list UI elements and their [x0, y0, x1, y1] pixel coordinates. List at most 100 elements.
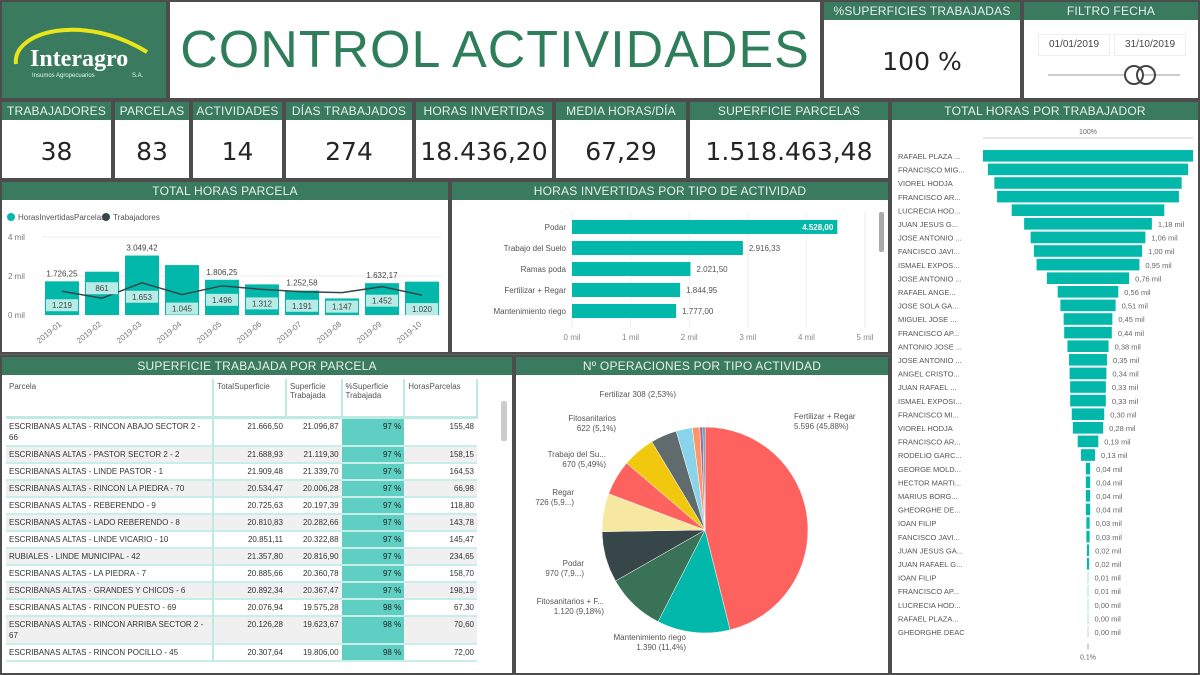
line-label-bg: [86, 282, 118, 295]
table-row[interactable]: RUBIALES - LINDE MUNICIPAL - 42 21.357,80…: [6, 547, 477, 565]
funnel-data-label: 0,33 mil: [1112, 383, 1139, 392]
funnel-bar: [1070, 381, 1106, 393]
worker-name: ANGEL CRISTO...: [898, 370, 960, 379]
worker-name: JOSE ANTONIO ...: [898, 356, 962, 365]
worker-name: FRANCISCO MI...: [898, 410, 959, 419]
table-cell: 158,70: [449, 568, 474, 578]
chart-title: TOTAL HORAS PARCELA: [2, 182, 448, 200]
table-cell: 145,47: [449, 534, 474, 544]
worker-name: HECTOR MARTI...: [898, 478, 961, 487]
operaciones-pie-panel: Nº OPERACIONES POR TIPO ACTIVIDAD Fertil…: [514, 355, 890, 675]
date-filter-label: FILTRO FECHA: [1024, 2, 1198, 20]
x-tick-label: 2019-02: [75, 319, 104, 345]
table-cell: 66,98: [404, 479, 477, 497]
legend-label: HorasInvertidasParcelas: [18, 213, 105, 222]
logo-suffix: S.A.: [132, 73, 144, 79]
chart-scrollbar[interactable]: [879, 212, 884, 252]
legend-marker-horas: [7, 213, 15, 221]
y-tick-label: 2 mil: [8, 272, 25, 281]
bar: [125, 255, 159, 315]
kpi-value: 38: [40, 136, 73, 166]
logo-swoosh-icon: [13, 27, 149, 65]
worker-name: GEORGE MOLD...: [898, 465, 961, 474]
table-cell: 20.534,47: [213, 479, 286, 497]
funnel-chart-svg: 100% RAFAEL PLAZA ... FRANCISCO MIG... VIOR…: [898, 129, 1193, 662]
table-cell: 97 %: [341, 445, 405, 463]
horas-por-actividad-chart: HORAS INVERTIDAS POR TIPO DE ACTIVIDAD 0…: [450, 180, 890, 354]
table-row[interactable]: ESCRIBANAS ALTAS - RINCON PUESTO - 69 20.…: [6, 598, 477, 616]
funnel-bar: [1086, 530, 1090, 543]
kpi-value: 83: [136, 136, 168, 166]
funnel-bar: [1011, 204, 1165, 216]
table-scrollbar[interactable]: [501, 401, 507, 441]
combo-chart-svg: HorasInvertidasParcelas Trabajadores 0 mil…: [7, 213, 442, 345]
date-slider-track[interactable]: [1048, 74, 1180, 76]
bar-data-label: 1.632,17: [366, 271, 398, 280]
table-cell: 97 %: [341, 417, 405, 446]
pie-label: Fitosanitarios: [568, 414, 616, 423]
table-row[interactable]: ESCRIBANAS ALTAS - RINCON POCILLO - 45 20…: [6, 643, 477, 661]
date-slider-end-handle[interactable]: [1136, 65, 1156, 85]
funnel-bar: [1080, 449, 1096, 461]
x-tick-label: 2019-01: [35, 319, 64, 345]
funnel-data-label: 1,06 mil: [1151, 234, 1178, 243]
pie-value-label: 726 (5,9...): [535, 498, 574, 507]
pie-value-label: 622 (5,1%): [577, 424, 616, 433]
kpi-card: TRABAJADORES 38: [0, 100, 113, 180]
table-cell: ESCRIBANAS ALTAS - LINDE PASTOR - 1: [6, 462, 215, 480]
x-tick-label: 2019-04: [155, 319, 184, 345]
table-row[interactable]: ESCRIBANAS ALTAS - PASTOR SECTOR 2 - 2 21…: [6, 445, 477, 463]
kpi-value: 67,29: [585, 136, 657, 166]
line-data-label: 1.045: [172, 305, 193, 314]
kpi-card: ACTIVIDADES 14: [191, 100, 284, 180]
table-row[interactable]: ESCRIBANAS ALTAS - RINCON ARRIBA SECTOR …: [6, 615, 477, 644]
table-row[interactable]: ESCRIBANAS ALTAS - LINDE PASTOR - 1 21.90…: [6, 462, 477, 480]
table-cell: ESCRIBANAS ALTAS - LA PIEDRA - 7: [6, 564, 215, 582]
worker-name: GHEORGHE DEAC: [898, 628, 965, 637]
table-row[interactable]: ESCRIBANAS ALTAS - REBERENDO - 9 20.725,6…: [6, 496, 477, 514]
column-header[interactable]: %Superficie Trabajada: [341, 379, 406, 419]
table-cell: 20.367,47: [285, 581, 342, 599]
table-row[interactable]: ESCRIBANAS ALTAS - RINCON LA PIEDRA - 70…: [6, 479, 477, 497]
chart-title: Nº OPERACIONES POR TIPO ACTIVIDAD: [516, 357, 888, 375]
date-start-input[interactable]: 01/01/2019: [1038, 34, 1110, 56]
funnel-bar: [1085, 462, 1091, 475]
category-label: Mantenimiento riego: [494, 307, 567, 316]
x-tick-label: 2019-10: [395, 319, 424, 345]
line-label-bg: [246, 297, 278, 310]
table-cell: 143,78: [404, 513, 477, 531]
table-cell: ESCRIBANAS ALTAS - RINCON LA PIEDRA - 70: [6, 479, 215, 497]
table-cell: 20.851,11: [247, 534, 283, 544]
funnel-bar: [1077, 435, 1099, 448]
line-data-label: 861: [95, 284, 109, 293]
line-label-bg: [166, 302, 198, 315]
table-row[interactable]: ESCRIBANAS ALTAS - RINCON ABAJO SECTOR 2…: [6, 417, 477, 446]
column-header[interactable]: TotalSuperficie: [213, 379, 287, 419]
column-header[interactable]: Superficie Trabajada: [285, 379, 343, 419]
x-tick-label: 0 mil: [564, 333, 581, 342]
funnel-bar: [1033, 245, 1143, 257]
table-row[interactable]: ESCRIBANAS ALTAS - LA PIEDRA - 7 20.885,6…: [6, 564, 477, 582]
date-end-input[interactable]: 31/10/2019: [1114, 34, 1186, 56]
column-header[interactable]: Parcela: [6, 379, 215, 419]
funnel-bottom-label: 0,1%: [1080, 655, 1096, 662]
table-row[interactable]: ESCRIBANAS ALTAS - LADO REBERENDO - 8 20.…: [6, 513, 477, 531]
funnel-data-label: 0,35 mil: [1113, 356, 1140, 365]
worker-name: JUAN RAFAEL G...: [898, 560, 962, 569]
line-data-label: 1.452: [372, 297, 393, 306]
worker-name: RAFAEL ANGE...: [898, 288, 956, 297]
table-row[interactable]: ESCRIBANAS ALTAS - LINDE VICARIO - 10 20.…: [6, 530, 477, 548]
column-header[interactable]: HorasParcelas: [404, 379, 478, 419]
table-cell: ESCRIBANAS ALTAS - REBERENDO - 9: [6, 496, 215, 514]
table-cell: ESCRIBANAS ALTAS - RINCON ABAJO SECTOR 2…: [6, 417, 215, 446]
worker-name: VIOREL HODJA: [898, 179, 953, 188]
bar-data-label: 1.726,25: [46, 269, 78, 278]
funnel-data-label: 0,04 mil: [1096, 465, 1123, 474]
category-label: Fertilizar + Regar: [504, 286, 566, 295]
funnel-data-label: 0,04 mil: [1096, 492, 1123, 501]
bar: [572, 220, 838, 234]
x-tick-label: 2 mil: [681, 333, 698, 342]
worker-name: FANCISCO JAVI...: [898, 533, 960, 542]
funnel-data-label: 0,44 mil: [1118, 329, 1145, 338]
